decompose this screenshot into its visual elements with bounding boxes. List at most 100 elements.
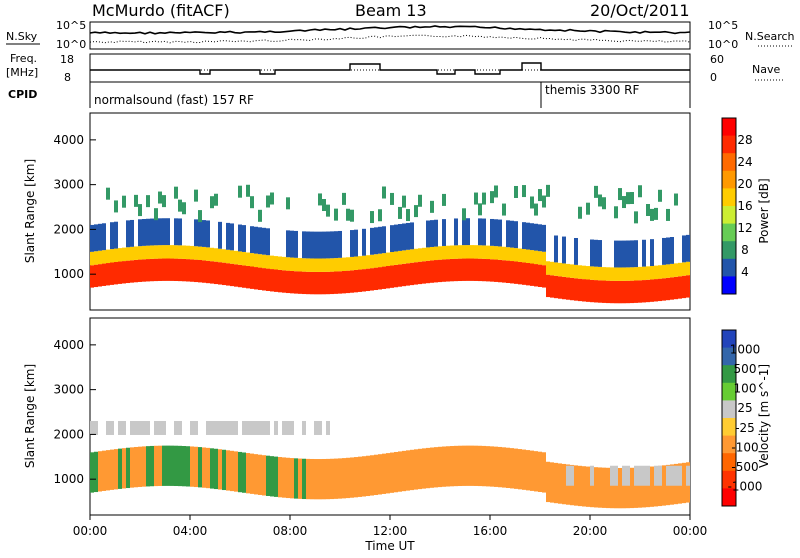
velocity-cell [222,449,226,491]
power-cell [534,250,538,265]
power-cell [522,222,526,250]
power-cell [606,267,610,281]
power-colorbar-tick-label: 4 [741,265,749,279]
velocity-cell [546,461,550,503]
power-colorbar-label: Power [dB] [757,178,771,243]
power-y-tick-label: 4000 [53,133,84,147]
power-cell [166,245,170,259]
power-cell [302,258,306,272]
power-cell [398,206,402,219]
power-colorbar-swatch [722,153,736,172]
power-cell [650,279,654,302]
power-cell [494,246,498,260]
power-cell [298,258,302,272]
velocity-cell [590,466,594,508]
power-cell [346,270,350,294]
velocity-cell [242,452,246,493]
n-sky-series [89,25,691,35]
power-cell [210,196,214,209]
power-colorbar-tick-label: 16 [737,199,752,213]
power-cell [134,259,138,283]
power-cell [182,202,186,215]
power-cell [274,256,278,270]
power-cell [582,265,586,280]
power-cell [638,266,642,281]
power-cell [378,267,382,290]
power-cell [482,245,486,259]
power-cell [138,219,142,247]
power-cell [562,276,566,300]
power-cell [346,208,350,221]
beam-label: Beam 13 [355,1,427,20]
power-cell [598,240,602,267]
power-cell [150,258,154,282]
power-cell [498,219,502,247]
velocity-cell [358,456,362,497]
plot-title: McMurdo (fitACF) [92,1,230,20]
power-cell [510,220,514,248]
velocity-cell [518,449,522,490]
velocity-cell [326,420,330,435]
power-cell [146,195,150,208]
power-cell [534,223,538,251]
power-cell [130,246,134,261]
velocity-cell [602,467,606,508]
velocity-cell [126,447,130,489]
velocity-y-tick-label: 3000 [53,383,84,397]
velocity-cell [98,451,102,492]
power-cell [242,225,246,252]
power-cell [398,224,402,251]
power-cell [322,271,326,295]
power-cell [654,207,658,220]
power-cell [278,256,282,270]
velocity-cell [498,446,502,488]
power-cell [122,195,126,208]
velocity-cell [626,465,630,486]
power-cell [634,211,638,224]
power-cell [374,227,378,255]
power-cell [162,218,166,246]
power-cell [594,185,598,198]
velocity-cell [534,451,538,492]
power-cell [490,218,494,246]
velocity-cell [142,446,146,487]
power-cell [342,270,346,294]
power-cell [634,240,638,268]
power-cell [386,266,390,289]
velocity-cell [342,458,346,499]
power-cell [674,193,678,206]
velocity-cell [290,458,294,499]
velocity-cell [138,446,142,487]
velocity-cell [642,465,646,486]
velocity-colorbar-frame [721,329,737,507]
velocity-y-tick-label: 2000 [53,427,84,441]
power-cell [438,259,442,283]
power-cell [322,258,326,272]
power-cell [642,266,646,281]
power-cell [246,252,250,266]
power-cell [178,218,182,246]
velocity-cell [106,450,110,491]
power-y-axis-label: Slant Range [km] [23,159,37,263]
power-cell [650,266,654,280]
power-cell [478,245,482,259]
power-cell [238,251,242,265]
power-cell [626,280,630,304]
velocity-colorbar-tick-label: 1000 [730,343,761,357]
velocity-cell [302,420,306,435]
power-cell [426,220,430,248]
power-cell [650,208,654,221]
power-cell [590,239,594,267]
power-cell [254,267,258,290]
power-cell [198,210,202,223]
power-cell [674,263,678,277]
velocity-colorbar-swatch [722,382,736,401]
velocity-cell [630,467,634,509]
velocity-cell [282,457,286,498]
power-cell [326,204,330,217]
power-cell [610,267,614,281]
power-cell [342,257,346,271]
power-cell [542,265,546,288]
power-cell [98,250,102,265]
power-cell [218,221,222,249]
